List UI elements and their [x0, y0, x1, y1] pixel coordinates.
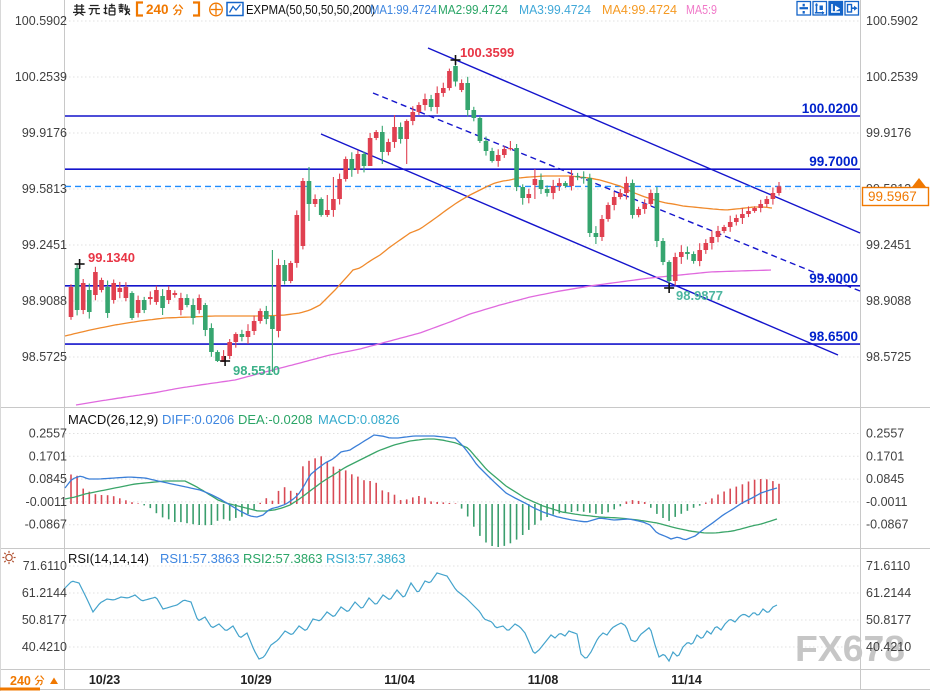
svg-text:98.9877: 98.9877 — [676, 288, 723, 303]
svg-text:61.2144: 61.2144 — [866, 586, 911, 600]
svg-text:99.2451: 99.2451 — [866, 238, 911, 252]
svg-text:71.6110: 71.6110 — [23, 559, 67, 573]
svg-text:0.1701: 0.1701 — [866, 449, 904, 463]
svg-text:50.8177: 50.8177 — [22, 613, 67, 627]
svg-text:MA2:99.4724: MA2:99.4724 — [438, 2, 508, 17]
svg-text:0.0845: 0.0845 — [866, 472, 904, 486]
svg-text:99.2451: 99.2451 — [22, 238, 67, 252]
svg-text:99.5967: 99.5967 — [868, 189, 917, 204]
svg-text:99.1340: 99.1340 — [88, 250, 135, 265]
svg-text:FX678: FX678 — [795, 628, 905, 669]
svg-text:98.5725: 98.5725 — [866, 350, 911, 364]
svg-text:MA5:9: MA5:9 — [686, 2, 717, 17]
svg-text:71.6110: 71.6110 — [866, 559, 910, 573]
svg-text:0.2557: 0.2557 — [866, 427, 904, 441]
svg-text:MACD(26,12,9): MACD(26,12,9) — [68, 412, 158, 427]
svg-text:0.1701: 0.1701 — [29, 449, 67, 463]
svg-text:11/04: 11/04 — [384, 673, 415, 687]
svg-text:99.9176: 99.9176 — [22, 126, 67, 140]
svg-text:11/14: 11/14 — [671, 673, 702, 687]
svg-text:RSI1:57.3863: RSI1:57.3863 — [160, 551, 240, 566]
svg-text:-0.0011: -0.0011 — [26, 495, 68, 509]
svg-text:98.9088: 98.9088 — [22, 294, 67, 308]
svg-text:RSI(14,14,14): RSI(14,14,14) — [68, 551, 149, 566]
svg-text:100.0200: 100.0200 — [802, 101, 858, 116]
svg-text:50.8177: 50.8177 — [866, 613, 911, 627]
svg-text:61.2144: 61.2144 — [22, 586, 67, 600]
svg-text:100.2539: 100.2539 — [15, 70, 67, 84]
svg-text:98.6500: 98.6500 — [809, 329, 858, 344]
svg-text:98.9088: 98.9088 — [866, 294, 911, 308]
svg-text:MACD:0.0826: MACD:0.0826 — [318, 412, 400, 427]
svg-text:99.5813: 99.5813 — [22, 182, 67, 196]
svg-text:RSI3:57.3863: RSI3:57.3863 — [326, 551, 406, 566]
svg-text:99.0000: 99.0000 — [809, 271, 858, 286]
svg-text:100.5902: 100.5902 — [866, 14, 918, 28]
svg-text:100.3599: 100.3599 — [460, 45, 514, 60]
svg-text:EXPMA(50,50,50,50,200): EXPMA(50,50,50,50,200) — [246, 2, 375, 17]
svg-text:100.5902: 100.5902 — [15, 14, 67, 28]
svg-text:98.5510: 98.5510 — [233, 363, 280, 378]
svg-text:11/08: 11/08 — [528, 673, 559, 687]
svg-text:MA1:99.4724: MA1:99.4724 — [370, 2, 437, 17]
svg-text:-0.0867: -0.0867 — [866, 518, 908, 532]
svg-text:99.7000: 99.7000 — [809, 154, 858, 169]
svg-text:40.4210: 40.4210 — [866, 640, 911, 654]
svg-text:-0.0011: -0.0011 — [866, 495, 908, 509]
svg-text:-0.0867: -0.0867 — [25, 518, 67, 532]
svg-text:98.5725: 98.5725 — [22, 350, 67, 364]
svg-text:99.9176: 99.9176 — [866, 126, 911, 140]
svg-text:40.4210: 40.4210 — [22, 640, 67, 654]
svg-text:100.2539: 100.2539 — [866, 70, 918, 84]
svg-text:MA4:99.4724: MA4:99.4724 — [602, 2, 677, 17]
svg-text:DIFF:0.0206: DIFF:0.0206 — [162, 412, 234, 427]
svg-text:240: 240 — [10, 674, 31, 688]
svg-text:DEA:-0.0208: DEA:-0.0208 — [238, 412, 312, 427]
svg-text:10/29: 10/29 — [240, 673, 271, 687]
svg-text:240: 240 — [146, 2, 169, 17]
svg-text:MA3:99.4724: MA3:99.4724 — [519, 2, 591, 17]
svg-text:0.0845: 0.0845 — [29, 472, 67, 486]
svg-text:10/23: 10/23 — [89, 673, 120, 687]
svg-text:RSI2:57.3863: RSI2:57.3863 — [243, 551, 323, 566]
svg-text:0.2557: 0.2557 — [29, 427, 67, 441]
